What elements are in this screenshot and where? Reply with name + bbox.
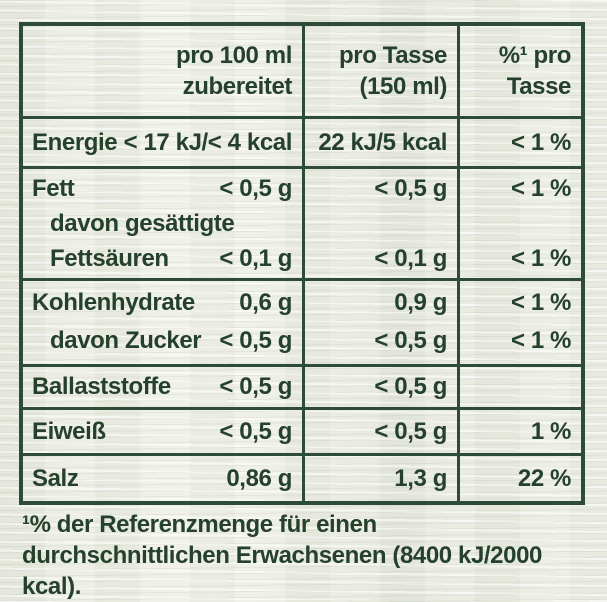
salz-label: Salz <box>32 464 79 492</box>
header-percent-line1: %¹ pro <box>498 42 572 69</box>
salz-cell-per100: Salz 0,86 g <box>23 456 305 501</box>
row-ballaststoffe: Ballaststoffe < 0,5 g < 0,5 g <box>23 367 581 410</box>
kohlenhydrate-percent-value: < 1 % <box>510 289 571 316</box>
zucker-percent-value: < 1 % <box>510 327 571 354</box>
fett-label: Fett <box>32 175 75 202</box>
header-per-100ml-line1: pro 100 ml <box>175 42 292 69</box>
row-kohlenhydrate-group: Kohlenhydrate 0,6 g davon Zucker < 0,5 g… <box>23 281 581 367</box>
header-per-cup-line1: pro Tasse <box>339 42 447 69</box>
row-eiweiss: Eiweiß < 0,5 g < 0,5 g 1 % <box>23 410 581 456</box>
header-percent-line2: Tasse <box>506 73 572 100</box>
kohlenhydrate-per100-value: 0,6 g <box>239 289 292 316</box>
eiweiss-cell-percent: 1 % <box>460 410 581 453</box>
kohlenhydrate-cell-percent: < 1 % < 1 % <box>460 281 581 364</box>
ballaststoffe-per-cup-value: < 0,5 g <box>374 373 447 400</box>
eiweiss-cell-per100: Eiweiß < 0,5 g <box>23 410 305 453</box>
fett-cell-per100: Fett < 0,5 g davon gesättigte Fettsäuren… <box>23 169 305 278</box>
energie-per100-value: < 17 kJ/< 4 kcal <box>123 128 293 156</box>
fett-sub-per-cup-value: < 0,1 g <box>374 245 447 272</box>
row-fett-group: Fett < 0,5 g davon gesättigte Fettsäuren… <box>23 169 581 281</box>
energie-per-cup-value: 22 kJ/5 kcal <box>318 128 447 156</box>
footnote: ¹% der Referenzmenge für einen durchschn… <box>22 511 542 600</box>
table-header-row: pro 100 ml zubereitet pro Tasse (150 ml)… <box>23 26 581 119</box>
zucker-per100-value: < 0,5 g <box>219 327 292 354</box>
salz-percent-value: 22 % <box>517 464 572 492</box>
kohlenhydrate-per-cup-value: 0,9 g <box>394 289 447 316</box>
eiweiss-label: Eiweiß <box>32 417 106 445</box>
kohlenhydrate-cell-per100: Kohlenhydrate 0,6 g davon Zucker < 0,5 g <box>23 281 305 364</box>
header-per-100ml-line2: zubereitet <box>182 73 293 100</box>
energie-percent-value: < 1 % <box>510 128 571 156</box>
eiweiss-percent-value: 1 % <box>530 417 572 445</box>
header-percent-per-cup: %¹ pro Tasse <box>460 26 581 116</box>
fett-sub-percent-value: < 1 % <box>510 245 571 272</box>
salz-per100-value: 0,86 g <box>226 464 292 492</box>
eiweiss-cell-per-cup: < 0,5 g <box>305 410 460 453</box>
salz-cell-per-cup: 1,3 g <box>305 456 460 501</box>
salz-per-cup-value: 1,3 g <box>394 464 447 492</box>
kohlenhydrate-cell-per-cup: 0,9 g < 0,5 g <box>305 281 460 364</box>
row-salz: Salz 0,86 g 1,3 g 22 % <box>23 456 581 501</box>
fett-percent-value: < 1 % <box>510 175 571 202</box>
kohlenhydrate-label: Kohlenhydrate <box>32 289 195 316</box>
fett-sub-label-line1: davon gesättigte <box>50 210 235 237</box>
ballaststoffe-cell-per100: Ballaststoffe < 0,5 g <box>23 367 305 407</box>
fett-per100-value: < 0,5 g <box>219 175 292 202</box>
eiweiss-per-cup-value: < 0,5 g <box>374 417 447 445</box>
salz-cell-percent: 22 % <box>460 456 581 501</box>
nutrition-table: pro 100 ml zubereitet pro Tasse (150 ml)… <box>19 22 585 505</box>
zucker-label: davon Zucker <box>50 327 202 354</box>
header-per-100ml: pro 100 ml zubereitet <box>23 26 305 116</box>
energie-cell-per100: Energie < 17 kJ/< 4 kcal <box>23 119 305 166</box>
fett-cell-percent: < 1 % < 1 % <box>460 169 581 278</box>
zucker-per-cup-value: < 0,5 g <box>374 327 447 354</box>
ballaststoffe-per100-value: < 0,5 g <box>219 373 292 400</box>
row-energie: Energie < 17 kJ/< 4 kcal 22 kJ/5 kcal < … <box>23 119 581 169</box>
energie-cell-per-cup: 22 kJ/5 kcal <box>305 119 460 166</box>
energie-cell-percent: < 1 % <box>460 119 581 166</box>
energie-label: Energie <box>32 128 118 156</box>
fett-sub-per100-value: < 0,1 g <box>219 245 292 272</box>
header-per-cup: pro Tasse (150 ml) <box>305 26 460 116</box>
header-per-cup-line2: (150 ml) <box>359 73 447 100</box>
ballaststoffe-cell-per-cup: < 0,5 g <box>305 367 460 407</box>
fett-per-cup-value: < 0,5 g <box>374 175 447 202</box>
ballaststoffe-cell-percent <box>460 367 581 407</box>
ballaststoffe-label: Ballaststoffe <box>32 373 171 400</box>
eiweiss-per100-value: < 0,5 g <box>219 417 292 445</box>
fett-sub-label-line2: Fettsäuren <box>50 245 169 272</box>
fett-cell-per-cup: < 0,5 g < 0,1 g <box>305 169 460 278</box>
